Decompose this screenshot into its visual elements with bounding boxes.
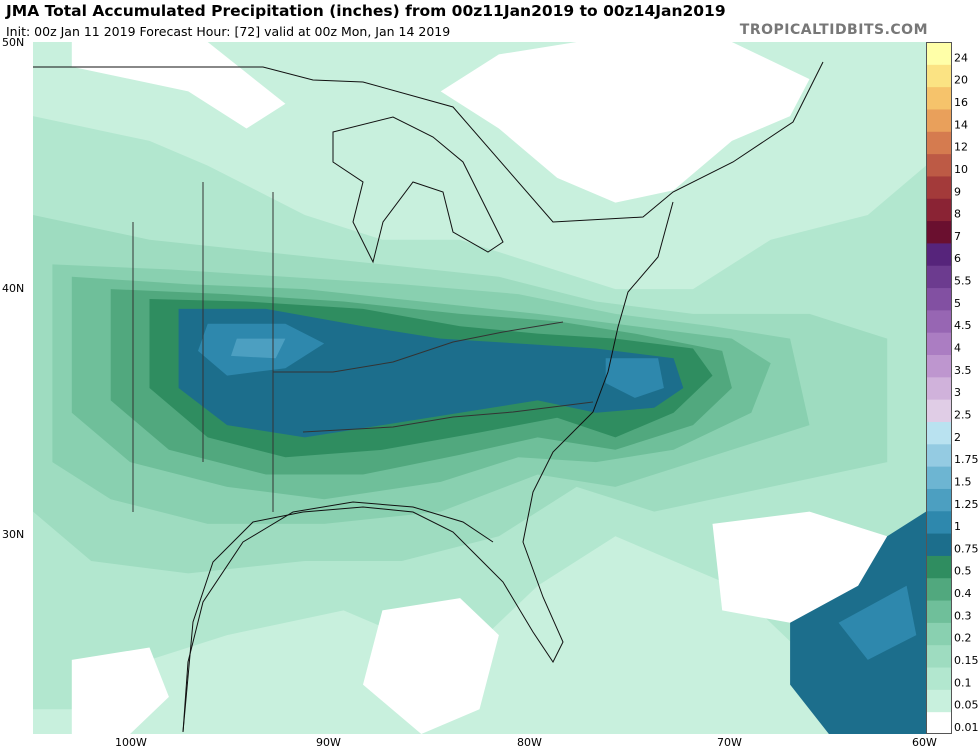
- map-title: JMA Total Accumulated Precipitation (inc…: [6, 2, 726, 20]
- state-line-ohio-river: [273, 321, 564, 373]
- precip-fill-layer: [33, 42, 926, 734]
- colorbar-swatch-0: [926, 711, 952, 735]
- map-canvas: [33, 42, 926, 734]
- colorbar-label-26: 12: [954, 141, 968, 154]
- colorbar-label-14: 2.5: [954, 408, 972, 421]
- colorbar-swatch-7: [926, 555, 952, 579]
- colorbar-swatch-2: [926, 667, 952, 690]
- colorbar-label-18: 4.5: [954, 319, 972, 332]
- lon-label-60w: 60W: [912, 736, 937, 749]
- colorbar-label-15: 3: [954, 386, 961, 399]
- colorbar-swatch-3: [926, 644, 952, 668]
- colorbar-swatch-11: [926, 466, 952, 489]
- colorbar-swatch-12: [926, 443, 952, 467]
- boundary-layer: [33, 61, 824, 733]
- colorbar-swatch-18: [926, 309, 952, 333]
- colorbar-swatch-22: [926, 220, 952, 244]
- colorbar-label-4: 0.2: [954, 632, 972, 645]
- precip-region-12: [838, 585, 917, 660]
- precip-region-10: [231, 338, 286, 359]
- lat-label-50n: 50N: [2, 36, 25, 49]
- colorbar-label-3: 0.15: [954, 654, 978, 667]
- lon-label-100w: 100W: [115, 736, 147, 749]
- colorbar-swatch-26: [926, 131, 952, 155]
- colorbar-swatch-20: [926, 265, 952, 289]
- colorbar-label-16: 3.5: [954, 364, 972, 377]
- precipitation-map: [33, 42, 926, 734]
- map-subtitle: Init: 00z Jan 11 2019 Forecast Hour: [72…: [6, 24, 451, 39]
- site-credit[interactable]: TROPICALTIDBITS.COM: [739, 22, 928, 38]
- colorbar-label-1: 0.05: [954, 699, 978, 712]
- colorbar-label-9: 1: [954, 520, 961, 533]
- lat-label-30n: 30N: [2, 528, 25, 541]
- colorbar-label-7: 0.5: [954, 565, 972, 578]
- colorbar-label-25: 10: [954, 163, 968, 176]
- colorbar-frame: [926, 42, 952, 734]
- colorbar-label-28: 16: [954, 96, 968, 109]
- colorbar-label-24: 9: [954, 185, 961, 198]
- colorbar-swatch-28: [926, 86, 952, 110]
- colorbar-swatch-5: [926, 600, 952, 623]
- colorbar-swatch-19: [926, 287, 952, 311]
- precip-region-13: [440, 42, 810, 203]
- colorbar-label-13: 2: [954, 431, 961, 444]
- colorbar-label-0: 0.01: [954, 721, 978, 734]
- colorbar-swatch-17: [926, 332, 952, 356]
- colorbar-swatch-4: [926, 622, 952, 646]
- colorbar-label-10: 1.25: [954, 498, 978, 511]
- colorbar-label-21: 6: [954, 252, 961, 265]
- colorbar-swatch-24: [926, 175, 952, 199]
- state-line-tn-nc: [302, 401, 594, 433]
- colorbar-label-29: 20: [954, 74, 968, 87]
- state-line-west: [132, 182, 274, 512]
- colorbar-swatch-1: [926, 689, 952, 713]
- east-coastline: [182, 201, 674, 733]
- colorbar-swatch-23: [926, 198, 952, 222]
- colorbar-label-8: 0.75: [954, 542, 978, 555]
- colorbar-swatch-6: [926, 577, 952, 601]
- us-canada-border: [33, 61, 824, 223]
- colorbar-swatch-30: [926, 42, 952, 65]
- colorbar-label-30: 24: [954, 51, 968, 64]
- precip-region-14: [71, 42, 286, 129]
- colorbar-swatch-16: [926, 354, 952, 378]
- colorbar-label-27: 14: [954, 118, 968, 131]
- colorbar-swatch-21: [926, 242, 952, 266]
- lon-label-90w: 90W: [316, 736, 341, 749]
- colorbar-label-2: 0.1: [954, 676, 972, 689]
- lat-label-40n: 40N: [2, 282, 25, 295]
- colorbar-swatch-27: [926, 108, 952, 132]
- colorbar-label-12: 1.75: [954, 453, 978, 466]
- colorbar-label-6: 0.4: [954, 587, 972, 600]
- precip-region-9: [605, 358, 664, 398]
- colorbar-swatch-13: [926, 421, 952, 445]
- precip-region-16: [363, 598, 499, 734]
- colorbar-label-22: 7: [954, 230, 961, 243]
- lon-label-70w: 70W: [717, 736, 742, 749]
- precip-region-15: [712, 511, 888, 623]
- colorbar-swatch-29: [926, 64, 952, 88]
- colorbar-swatch-25: [926, 153, 952, 177]
- lon-label-80w: 80W: [517, 736, 542, 749]
- colorbar-swatch-14: [926, 399, 952, 422]
- colorbar-swatch-10: [926, 488, 952, 512]
- colorbar-swatch-9: [926, 510, 952, 534]
- colorbar-swatch-15: [926, 376, 952, 400]
- great-lakes-outline: [332, 116, 504, 264]
- colorbar-label-17: 4: [954, 342, 961, 355]
- gulf-coastline: [182, 501, 494, 733]
- colorbar-swatch-8: [926, 533, 952, 556]
- colorbar-label-19: 5: [954, 297, 961, 310]
- precip-colorbar: 0.01 0.05 0.1 0.15 0.2 0.3 0.4 0.5 0.75 1 1.25 1.5 1…: [926, 42, 978, 735]
- colorbar-label-20: 5.5: [954, 275, 972, 288]
- colorbar-label-5: 0.3: [954, 609, 972, 622]
- precip-region-17: [71, 647, 169, 734]
- colorbar-label-11: 1.5: [954, 475, 972, 488]
- colorbar-label-23: 8: [954, 208, 961, 221]
